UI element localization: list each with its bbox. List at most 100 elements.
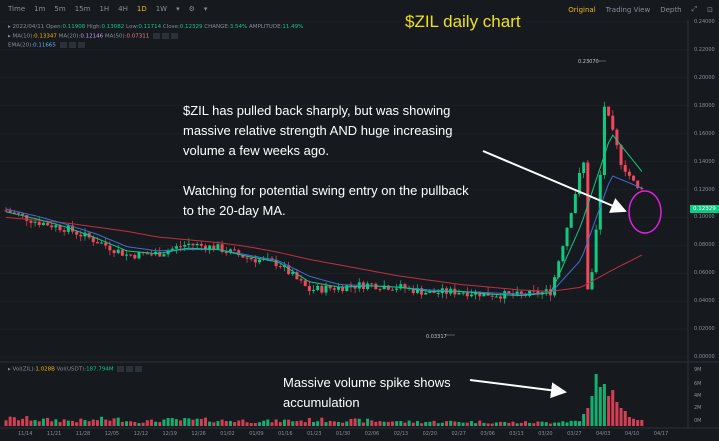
candle-body bbox=[424, 292, 428, 295]
collapse-icon[interactable]: ▸ bbox=[8, 33, 13, 40]
eye-icon[interactable] bbox=[152, 33, 160, 39]
fullscreen-icon[interactable]: ⤢ bbox=[691, 5, 698, 13]
candle-body bbox=[220, 244, 224, 253]
volume-bar bbox=[478, 420, 482, 426]
volume-bar bbox=[561, 421, 565, 426]
date-tick-label: 02/13 bbox=[393, 431, 409, 437]
price-tick-label: 0.14000 bbox=[694, 158, 715, 165]
candle-body bbox=[199, 243, 203, 246]
candle-body bbox=[336, 286, 340, 290]
date-tick-label: 11/28 bbox=[75, 431, 91, 437]
volume-bar bbox=[548, 423, 552, 426]
volume-bar bbox=[378, 421, 382, 426]
close-icon[interactable] bbox=[135, 366, 143, 372]
eye-icon[interactable] bbox=[117, 366, 125, 372]
settings-icon[interactable] bbox=[161, 33, 169, 39]
interval-5m[interactable]: 5m bbox=[54, 5, 66, 13]
volume-bar bbox=[224, 421, 228, 426]
interval-time[interactable]: Time bbox=[8, 5, 26, 13]
candle-body bbox=[116, 249, 120, 254]
indicator-settings-icon[interactable]: ⚙ bbox=[188, 5, 195, 13]
chevron-down-icon[interactable]: ▾ bbox=[176, 5, 180, 13]
volume-bar bbox=[303, 422, 307, 426]
candle-body bbox=[253, 259, 257, 263]
interval-4h[interactable]: 4H bbox=[118, 5, 128, 13]
volume-bar bbox=[465, 422, 469, 426]
candle-body bbox=[478, 291, 482, 297]
volume-bar bbox=[482, 422, 486, 426]
collapse-icon[interactable]: ▸ bbox=[8, 366, 13, 373]
volume-bar bbox=[266, 419, 270, 426]
volume-bar bbox=[54, 419, 58, 426]
price-tick-label: 0.10000 bbox=[694, 214, 715, 221]
volume-bar bbox=[594, 374, 598, 426]
interval-1m[interactable]: 1m bbox=[34, 5, 46, 13]
candle-body bbox=[125, 254, 129, 256]
date-tick-label: 01/09 bbox=[249, 431, 264, 437]
volume-bar bbox=[166, 418, 170, 426]
date-tick-label: 01/02 bbox=[220, 431, 235, 437]
view-tradingview[interactable]: Trading View bbox=[605, 5, 651, 14]
volume-bar bbox=[299, 420, 303, 426]
eye-icon[interactable] bbox=[59, 42, 67, 48]
candle-body bbox=[291, 272, 295, 275]
volume-bar bbox=[100, 416, 104, 426]
volume-tick-label: 0M bbox=[694, 418, 702, 424]
candle-body bbox=[507, 291, 511, 294]
date-tick-label: 03/20 bbox=[538, 431, 553, 437]
candle-body bbox=[249, 257, 253, 260]
price-tick-label: 0.08000 bbox=[694, 242, 715, 249]
close-icon[interactable] bbox=[77, 42, 85, 48]
high-marker-label: 0.23070 bbox=[578, 59, 599, 65]
volume-bar bbox=[145, 420, 149, 426]
volume-bar bbox=[586, 408, 590, 426]
chart-toolbar: Time 1m 5m 15m 1H 4H 1D 1W ▾ ⚙ ▾ Origina… bbox=[0, 0, 719, 20]
interval-1h[interactable]: 1H bbox=[99, 5, 110, 13]
chevron-down-icon[interactable]: ▾ bbox=[203, 5, 208, 13]
price-tick-label: 0.04000 bbox=[694, 298, 715, 305]
settings-icon[interactable] bbox=[126, 366, 134, 372]
collapse-icon[interactable]: ▸ bbox=[8, 24, 13, 30]
view-original[interactable]: Original bbox=[568, 5, 596, 14]
candle-body bbox=[557, 261, 561, 278]
interval-1w[interactable]: 1W bbox=[155, 5, 168, 13]
volume-bar bbox=[262, 420, 266, 426]
date-tick-label: 12/26 bbox=[191, 431, 206, 437]
candle-body bbox=[436, 293, 440, 295]
interval-15m[interactable]: 15m bbox=[74, 5, 91, 13]
candle-body bbox=[137, 252, 141, 259]
volume-bar bbox=[75, 422, 79, 426]
candle-body bbox=[420, 288, 424, 295]
volume-bar bbox=[469, 421, 473, 426]
candle-body bbox=[33, 221, 37, 223]
volume-bar bbox=[241, 419, 245, 426]
volume-bar bbox=[129, 421, 133, 426]
low-marker-label: 0.03317 bbox=[426, 334, 447, 340]
candle-body bbox=[594, 229, 598, 273]
view-depth[interactable]: Depth bbox=[660, 5, 682, 14]
candle-body bbox=[237, 250, 241, 255]
candle-body bbox=[37, 221, 41, 226]
volume-bar bbox=[636, 420, 640, 426]
date-tick-label: 12/12 bbox=[133, 431, 149, 437]
volume-bar bbox=[390, 421, 394, 426]
candle-body bbox=[328, 285, 332, 289]
volume-bar bbox=[345, 421, 349, 426]
candle-body bbox=[303, 280, 307, 286]
candle-body bbox=[83, 232, 87, 237]
volume-arrow bbox=[469, 379, 567, 399]
settings-icon[interactable] bbox=[68, 42, 76, 48]
interval-1d[interactable]: 1D bbox=[136, 5, 147, 13]
candle-body bbox=[465, 292, 469, 297]
volume-bar bbox=[457, 421, 461, 426]
volume-bar bbox=[607, 396, 611, 426]
volume-bar bbox=[141, 422, 145, 426]
volume-bar bbox=[4, 420, 8, 426]
candle-body bbox=[274, 259, 278, 267]
volume-bar bbox=[619, 408, 623, 426]
volume-bar bbox=[116, 417, 120, 426]
close-icon[interactable] bbox=[170, 33, 178, 39]
expand-icon[interactable]: ⊡ bbox=[707, 5, 713, 14]
price-tick-label: 0.18000 bbox=[694, 102, 715, 109]
